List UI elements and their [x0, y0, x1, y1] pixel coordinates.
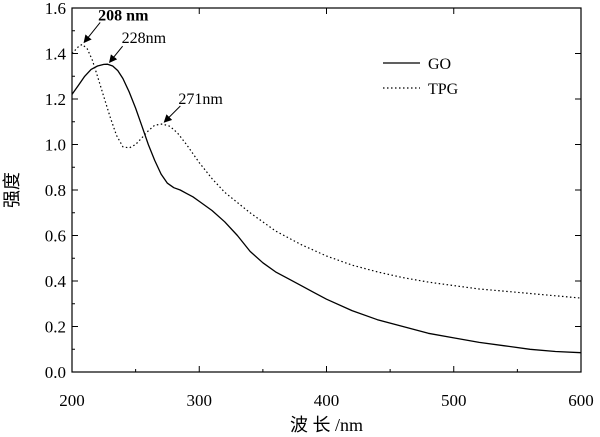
series-line-tpg — [71, 43, 582, 299]
y-tick-label: 0.8 — [45, 181, 66, 200]
x-axis-label: 波 长 /nm — [290, 415, 363, 435]
legend-label-tpg: TPG — [428, 81, 459, 98]
legend: GO TPG — [383, 56, 459, 98]
axis-ticks: 200 300 400 500 600 0.0 0.2 0.4 0.6 0.8 1.0 1.2 1.4 1… — [45, 0, 594, 410]
y-tick-label: 1.6 — [45, 0, 66, 18]
y-tick-label: 0.2 — [45, 318, 66, 337]
plot-frame — [71, 7, 582, 373]
annotation-label: 208 nm — [98, 7, 149, 24]
annotation-label: 271nm — [178, 91, 223, 108]
annotation-arrow — [163, 105, 181, 123]
y-tick-label: 0.4 — [45, 272, 67, 291]
annotations: 208 nm 228nm 271nm — [83, 7, 223, 123]
y-tick-label: 1.2 — [45, 90, 66, 109]
annotation-arrow — [108, 45, 124, 63]
series-line-go — [71, 63, 582, 354]
annotation-label: 228nm — [122, 30, 167, 47]
x-tick-label: 200 — [59, 391, 85, 410]
y-tick-label: 1.4 — [45, 45, 67, 64]
x-tick-label: 600 — [568, 391, 594, 410]
annotation-arrow — [83, 22, 101, 44]
y-tick-label: 0.6 — [45, 227, 66, 246]
x-tick-label: 300 — [187, 391, 213, 410]
x-tick-label: 500 — [441, 391, 467, 410]
y-axis-label: 强度 — [2, 172, 22, 208]
y-tick-label: 1.0 — [45, 136, 66, 155]
series-layer — [71, 43, 582, 354]
y-tick-label: 0.0 — [45, 363, 66, 382]
legend-label-go: GO — [428, 56, 451, 73]
x-tick-label: 400 — [314, 391, 340, 410]
